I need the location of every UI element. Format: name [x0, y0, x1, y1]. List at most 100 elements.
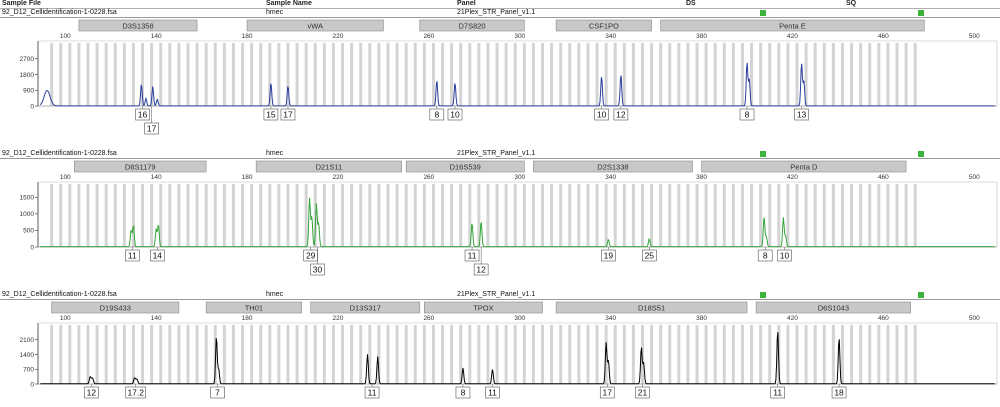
allele-bin [550, 325, 554, 384]
allele-bin [286, 184, 290, 247]
allele-bin [231, 325, 235, 384]
allele-call-box [831, 386, 847, 399]
column-header-ds[interactable]: DS [686, 0, 696, 7]
allele-bin [386, 43, 390, 106]
allele-bin [68, 325, 72, 384]
allele-bin [877, 43, 881, 106]
allele-bin [904, 43, 908, 106]
allele-bin [495, 325, 499, 384]
allele-bin [850, 325, 854, 384]
column-header-panel[interactable]: Panel [457, 0, 476, 7]
y-tick-label: 2700 [20, 56, 35, 63]
allele-bin [431, 325, 435, 384]
allele-bin [50, 325, 54, 384]
allele-bin [822, 184, 826, 247]
allele-call-label: 29 [306, 251, 316, 261]
allele-bin [677, 184, 681, 247]
allele-bin [104, 184, 108, 247]
allele-bin [295, 43, 299, 106]
allele-bin [304, 325, 308, 384]
allele-bin [750, 325, 754, 384]
allele-bin [850, 184, 854, 247]
marker-label: D18S51 [638, 304, 665, 313]
marker-bar [255, 160, 402, 173]
allele-call-box [599, 386, 615, 399]
allele-call-box [594, 108, 609, 121]
allele-bin [686, 184, 690, 247]
allele-bin [759, 325, 763, 384]
x-tick-label: 220 [333, 33, 344, 40]
allele-call-label: 8 [461, 388, 466, 398]
allele-call-box [777, 249, 792, 262]
allele-bin [131, 184, 135, 247]
allele-call-box [84, 386, 99, 399]
y-tick-label: 0 [30, 103, 34, 110]
allele-bin [895, 184, 899, 247]
allele-bin [395, 184, 399, 247]
allele-bin [731, 325, 735, 384]
x-tick-label: 380 [696, 315, 707, 322]
marker-label: D7S820 [458, 22, 485, 31]
allele-bin [913, 184, 917, 247]
allele-bin [822, 43, 826, 106]
x-tick-label: 460 [878, 33, 889, 40]
allele-call-box [642, 249, 657, 262]
marker-bar [419, 19, 525, 32]
x-tick-label: 420 [787, 315, 798, 322]
sample-info-row: 92_D12_Cellidentification-1-0228.fsa hme… [0, 291, 1000, 300]
allele-bin [222, 43, 226, 106]
column-header-sq[interactable]: SQ [846, 0, 857, 7]
allele-bin [804, 325, 808, 384]
allele-bin [259, 184, 263, 247]
marker-label: D2S1338 [597, 163, 628, 172]
allele-bin [459, 184, 463, 247]
allele-bin [513, 325, 517, 384]
allele-bin [413, 43, 417, 106]
allele-call-label: 11 [368, 388, 377, 398]
sq-status-icon [918, 10, 924, 16]
allele-bin [59, 184, 63, 247]
x-tick-label: 260 [423, 174, 434, 181]
allele-bin [495, 43, 499, 106]
allele-bin [704, 184, 708, 247]
allele-bin [413, 184, 417, 247]
allele-bin [268, 43, 272, 106]
sample-name-value: hmec [266, 291, 284, 298]
allele-bin [886, 43, 890, 106]
sample-info-row: 92_D12_Cellidentification-1-0228.fsa hme… [0, 150, 1000, 159]
allele-bin [250, 184, 254, 247]
allele-bin [313, 184, 317, 247]
sq-status-icon [918, 151, 924, 157]
allele-bin [877, 184, 881, 247]
column-header-sample-file[interactable]: Sample File [2, 0, 41, 7]
allele-call-box [150, 249, 165, 262]
allele-call-label: 17 [147, 124, 157, 134]
allele-bin [559, 43, 563, 106]
allele-bin [768, 325, 772, 384]
allele-bin [650, 325, 654, 384]
allele-bin [195, 184, 199, 247]
allele-bin [141, 184, 145, 247]
trace-line [40, 332, 995, 385]
x-tick-label: 300 [514, 315, 525, 322]
allele-bin [659, 184, 663, 247]
allele-bin [59, 325, 63, 384]
allele-bin [86, 184, 90, 247]
x-tick-label: 500 [969, 315, 980, 322]
y-tick-label: 900 [23, 88, 34, 95]
allele-bin [77, 43, 81, 106]
allele-bin [231, 43, 235, 106]
allele-bin [186, 43, 190, 106]
column-header-sample-name[interactable]: Sample Name [266, 0, 312, 7]
allele-bin [568, 325, 572, 384]
allele-call-label: 8 [745, 110, 750, 120]
allele-call-label: 21 [638, 388, 648, 398]
allele-bin [540, 184, 544, 247]
electropherogram-panel-3[interactable]: D19S433 TH01 D13S317 TPOX D18S51 D6S1043 100 14… [0, 300, 1000, 407]
marker-bar [74, 160, 207, 173]
allele-bin [613, 325, 617, 384]
allele-bin [622, 325, 626, 384]
allele-bin [631, 325, 635, 384]
